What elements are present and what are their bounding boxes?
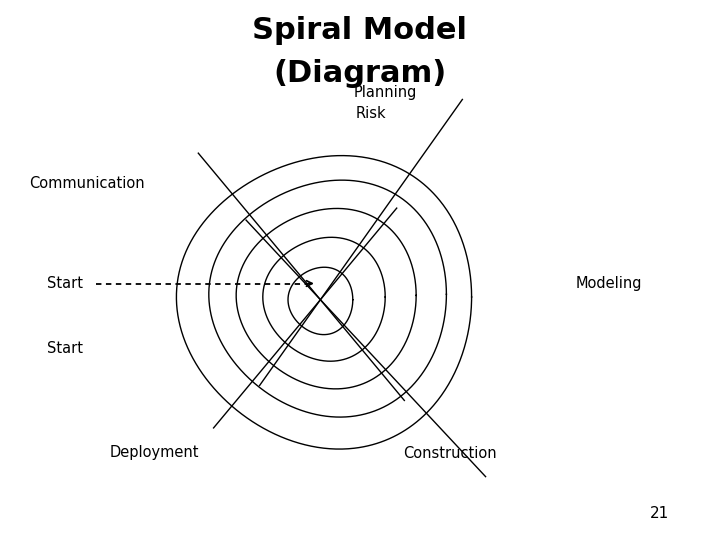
Text: Start: Start xyxy=(47,341,83,356)
Text: Communication: Communication xyxy=(29,176,145,191)
Text: Deployment: Deployment xyxy=(110,446,199,461)
Text: Modeling: Modeling xyxy=(576,276,642,291)
Text: Construction: Construction xyxy=(403,446,497,461)
Text: 21: 21 xyxy=(650,506,670,521)
Text: Start: Start xyxy=(47,276,83,291)
Text: Risk: Risk xyxy=(356,106,386,122)
Text: Spiral Model: Spiral Model xyxy=(253,16,467,45)
Text: Planning: Planning xyxy=(354,85,417,100)
Text: (Diagram): (Diagram) xyxy=(274,59,446,89)
